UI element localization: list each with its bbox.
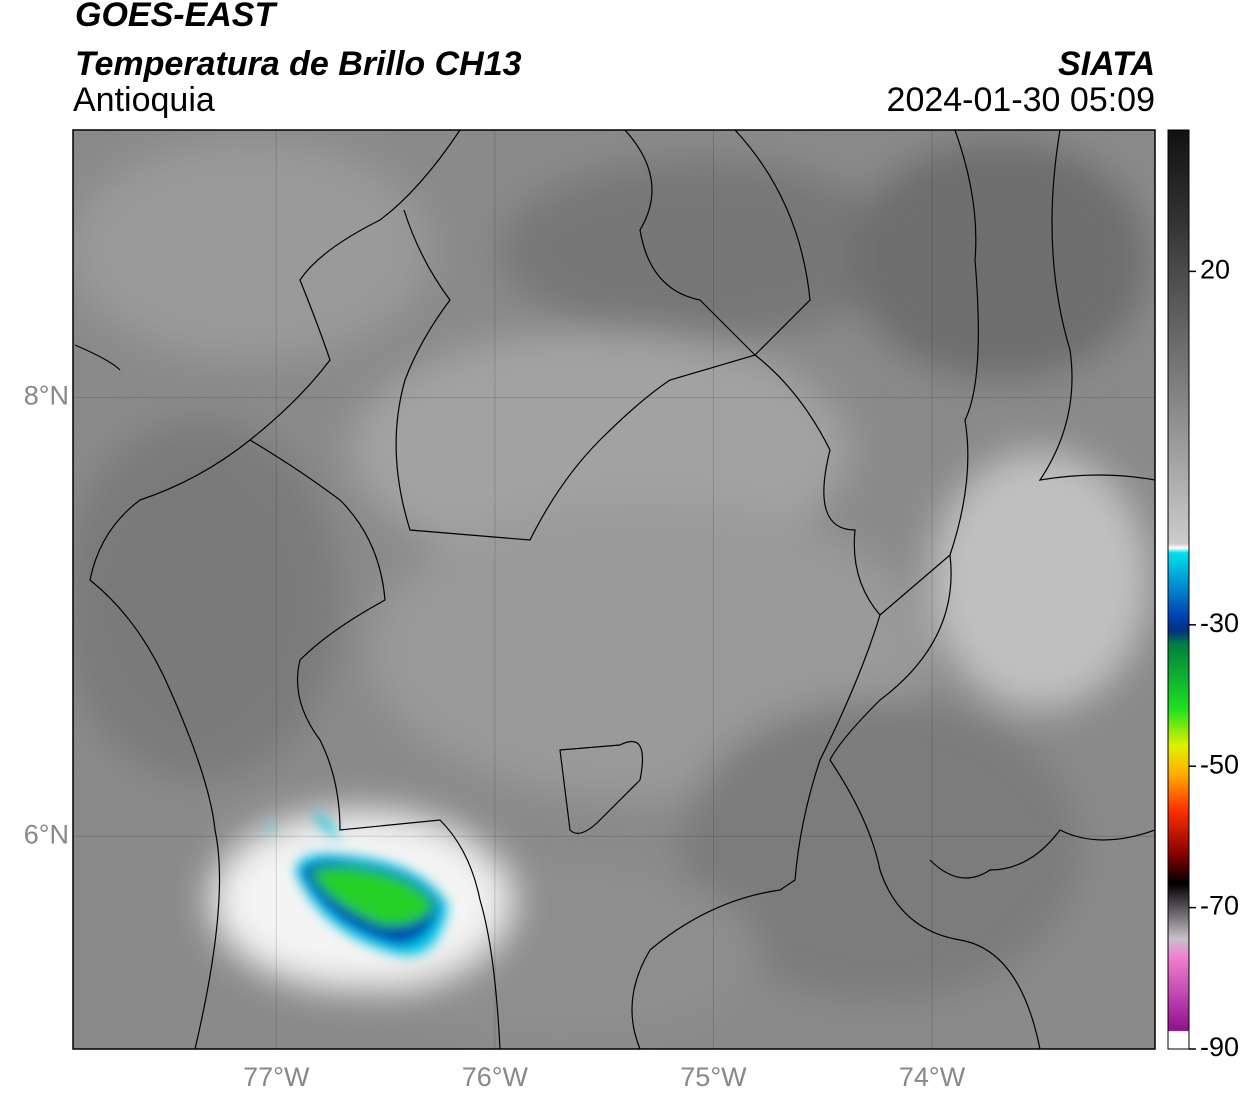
colorbar-tick-label: 20 xyxy=(1200,255,1230,285)
colorbar-tick-label: -90 xyxy=(1200,1032,1239,1062)
x-tick-label: 75°W xyxy=(680,1062,747,1092)
x-tick-label: 76°W xyxy=(462,1062,529,1092)
y-tick-label: 6°N xyxy=(24,819,69,849)
title: GOES-EAST xyxy=(75,0,278,34)
x-tick-label: 77°W xyxy=(243,1062,310,1092)
region: Antioquia xyxy=(73,81,215,119)
map-frame xyxy=(72,129,1156,1050)
colorbar-tick-label: -30 xyxy=(1200,608,1239,638)
colorbar xyxy=(1167,129,1190,1050)
x-tick-label: 74°W xyxy=(899,1062,966,1092)
source: SIATA xyxy=(1058,45,1155,83)
subtitle: Temperatura de Brillo CH13 xyxy=(75,45,522,83)
grid xyxy=(73,130,1155,1049)
colorbar-tick-label: -50 xyxy=(1200,749,1239,779)
satellite-image xyxy=(73,130,1155,1049)
colorbar-tick-label: -70 xyxy=(1200,891,1239,921)
y-tick-label: 8°N xyxy=(24,381,69,411)
datetime: 2024-01-30 05:09 xyxy=(887,81,1155,119)
